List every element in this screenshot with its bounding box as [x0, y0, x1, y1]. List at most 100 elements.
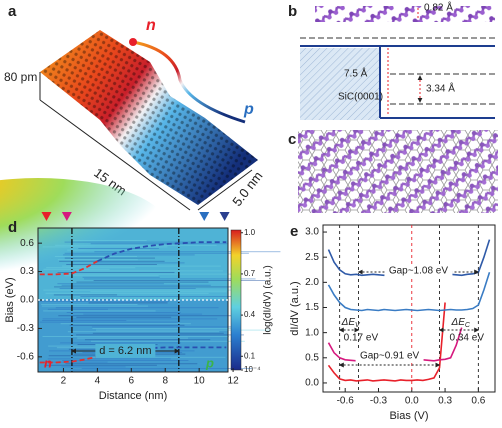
annotation: n	[44, 355, 52, 370]
noise-line	[42, 318, 218, 320]
panel-label: b	[288, 3, 297, 20]
annotation: 0.34 eV	[450, 333, 485, 344]
panel-b: b 0.82 Å 7.5 Å 3.34 Å SiC(0001)	[288, 1, 495, 120]
y-tick-label: 0.0	[305, 378, 319, 389]
noise-line	[90, 340, 245, 342]
noise-line	[76, 334, 244, 336]
noise-line	[91, 326, 238, 328]
noise-line	[90, 291, 227, 293]
substrate	[300, 48, 380, 120]
annotation: ΔEC	[451, 317, 471, 329]
noise-line	[60, 323, 191, 325]
y-axis-label: Bias (eV)	[4, 277, 16, 322]
x-tick-label: 0.6	[471, 396, 485, 407]
noise-line	[76, 281, 209, 283]
heatmap-bg	[38, 300, 228, 372]
noise-line	[90, 297, 181, 299]
noise-line	[39, 300, 170, 302]
noise-line	[47, 358, 171, 360]
noise-line	[43, 268, 110, 270]
noise-line	[92, 328, 241, 329]
noise-line	[48, 345, 135, 347]
noise-line	[67, 249, 151, 251]
noise-line	[59, 260, 165, 262]
y-tick-label: 0.6	[20, 238, 34, 249]
annotation: d = 6.2 nm	[99, 345, 151, 357]
y-axis-label: dI/dV (a.u.)	[289, 281, 301, 335]
panel-c: c	[288, 130, 498, 213]
band-edge	[39, 260, 98, 276]
annotation-text: ΔE	[451, 317, 466, 328]
noise-line	[78, 270, 223, 272]
noise-line	[94, 251, 281, 253]
noise-line	[54, 256, 137, 257]
noise-line	[93, 262, 185, 264]
y-tick-label: 1.0	[305, 327, 319, 338]
x-axis-label: Bias (V)	[389, 410, 428, 422]
noise-line	[84, 339, 211, 341]
noise-line	[57, 259, 138, 261]
noise-line	[61, 366, 126, 368]
substrate-label: SiC(0001)	[338, 92, 383, 103]
label-bg	[95, 344, 156, 358]
noise-line	[44, 364, 157, 366]
overlayer	[298, 130, 498, 213]
separation-label: 7.5 Å	[344, 67, 368, 80]
plot-frame	[322, 224, 496, 393]
noise-line	[53, 294, 118, 296]
y-tick-label: 0.5	[305, 352, 319, 363]
noise-line	[64, 257, 155, 259]
heatmap-image	[0, 178, 281, 373]
band-edge	[39, 355, 98, 364]
y-tick-label: 3.0	[305, 227, 319, 238]
noise-line	[82, 276, 160, 278]
colorbar-tick-label: 1.0	[244, 228, 256, 237]
noise-line	[69, 324, 185, 326]
noise-line	[93, 280, 266, 281]
noise-line	[55, 244, 217, 246]
noise-line	[59, 288, 196, 289]
noise-line	[62, 360, 189, 361]
noise-line	[67, 331, 220, 333]
position-marker	[61, 212, 72, 221]
noise-line	[58, 315, 240, 317]
noise-line	[76, 316, 172, 318]
x-axis-label: Distance (nm)	[99, 390, 167, 402]
noise-line	[64, 275, 159, 277]
x-tick-label: 2	[61, 376, 67, 387]
noise-line	[77, 337, 189, 339]
noise-line	[83, 313, 203, 315]
noise-line	[57, 272, 175, 273]
noise-line	[47, 308, 108, 310]
noise-line	[66, 312, 181, 313]
noise-line	[78, 248, 159, 249]
noise-line	[96, 329, 272, 331]
noise-line	[65, 363, 198, 365]
noise-line	[80, 296, 232, 297]
y-tick-label: 2.0	[305, 277, 319, 288]
noise-line	[64, 241, 191, 243]
p-label: p	[243, 101, 254, 118]
y-tick-label: -0.6	[17, 351, 35, 362]
dimension-line	[197, 169, 253, 211]
position-marker	[199, 212, 210, 221]
noise-line	[56, 347, 120, 349]
colorbar-tick-label: 0.7	[244, 269, 256, 278]
noise-line	[42, 320, 127, 321]
noise-line	[42, 336, 229, 337]
noise-line	[90, 243, 228, 245]
x-tick-label: 12	[228, 376, 240, 387]
panel-label: d	[8, 219, 17, 236]
position-marker	[219, 212, 230, 221]
noise-line	[48, 299, 113, 301]
annotation: Gap~0.91 eV	[360, 351, 420, 362]
annotation: Gap~1.08 eV	[389, 266, 449, 277]
y-tick-label: 0.0	[20, 295, 34, 306]
label-bg	[355, 349, 424, 363]
noise-line	[83, 278, 256, 280]
noise-line	[60, 342, 181, 344]
noise-line	[71, 240, 147, 241]
n-label: n	[146, 17, 156, 34]
x-tick-label: -0.3	[370, 396, 388, 407]
